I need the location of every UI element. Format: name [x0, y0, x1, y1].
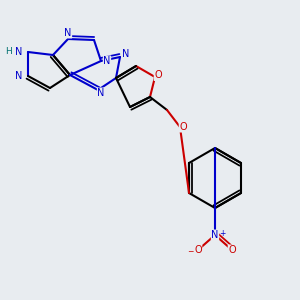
- Text: O: O: [154, 70, 162, 80]
- Text: N: N: [15, 47, 23, 57]
- Text: N: N: [15, 71, 23, 81]
- Text: N: N: [97, 88, 105, 98]
- Text: N: N: [211, 230, 219, 240]
- Text: N: N: [122, 49, 130, 59]
- Text: N: N: [64, 28, 72, 38]
- Text: +: +: [219, 229, 226, 238]
- Text: H: H: [5, 47, 12, 56]
- Text: N: N: [103, 56, 111, 66]
- Text: O: O: [228, 245, 236, 255]
- Text: O: O: [194, 245, 202, 255]
- Text: −: −: [187, 247, 194, 256]
- Text: O: O: [179, 122, 187, 132]
